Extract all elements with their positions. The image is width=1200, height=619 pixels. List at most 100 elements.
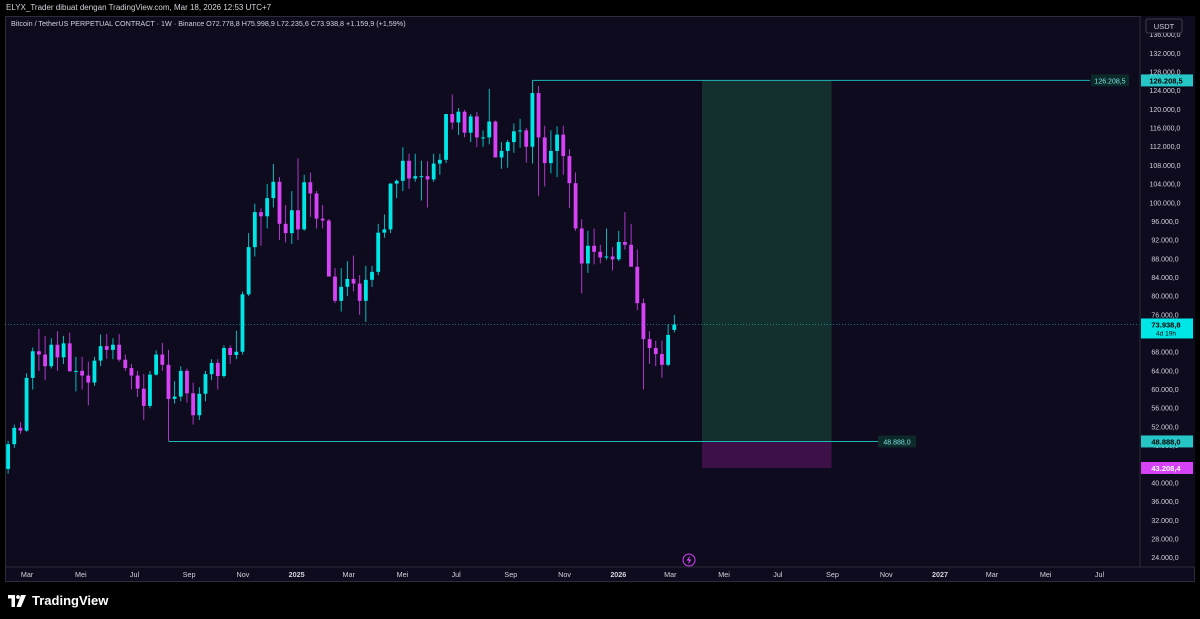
candle[interactable] bbox=[252, 203, 257, 257]
candle[interactable] bbox=[586, 230, 590, 273]
candle[interactable] bbox=[166, 349, 171, 441]
candle[interactable] bbox=[203, 370, 208, 402]
candle[interactable] bbox=[388, 183, 393, 234]
candle[interactable] bbox=[123, 354, 128, 371]
candle[interactable] bbox=[660, 340, 664, 378]
candle[interactable] bbox=[12, 424, 17, 448]
profit-zone[interactable] bbox=[702, 80, 832, 442]
candle[interactable] bbox=[129, 363, 134, 390]
candle[interactable] bbox=[511, 123, 516, 153]
candle[interactable] bbox=[141, 374, 146, 420]
candle[interactable] bbox=[160, 342, 165, 371]
candle[interactable] bbox=[67, 332, 72, 372]
candle[interactable] bbox=[493, 120, 498, 158]
candle[interactable] bbox=[18, 422, 23, 434]
candle[interactable] bbox=[197, 387, 202, 420]
candle[interactable] bbox=[43, 335, 48, 381]
candle[interactable] bbox=[592, 228, 597, 265]
candle[interactable] bbox=[178, 366, 183, 402]
candle[interactable] bbox=[209, 359, 214, 381]
candle[interactable] bbox=[474, 111, 479, 148]
candle[interactable] bbox=[542, 125, 547, 187]
candle[interactable] bbox=[314, 191, 319, 229]
candle[interactable] bbox=[530, 80, 535, 164]
flash-icon[interactable] bbox=[682, 553, 696, 567]
candle[interactable] bbox=[339, 268, 344, 312]
candle[interactable] bbox=[104, 333, 109, 359]
candle[interactable] bbox=[49, 338, 54, 369]
candle[interactable] bbox=[172, 381, 177, 404]
candle[interactable] bbox=[456, 107, 461, 136]
candle[interactable] bbox=[536, 86, 541, 196]
candle[interactable] bbox=[567, 149, 572, 208]
candle[interactable] bbox=[499, 142, 504, 169]
candle[interactable] bbox=[86, 361, 91, 406]
candle[interactable] bbox=[555, 126, 559, 178]
price-axis-bg[interactable] bbox=[1140, 16, 1195, 567]
candle[interactable] bbox=[259, 208, 263, 246]
candle[interactable] bbox=[444, 114, 448, 164]
candle[interactable] bbox=[653, 340, 658, 367]
chart-frame[interactable] bbox=[5, 16, 1195, 582]
candle[interactable] bbox=[598, 244, 603, 264]
candle[interactable] bbox=[604, 228, 609, 260]
candle[interactable] bbox=[561, 125, 566, 175]
candle[interactable] bbox=[382, 214, 387, 238]
candle[interactable] bbox=[431, 153, 436, 182]
candle[interactable] bbox=[277, 177, 282, 241]
candle[interactable] bbox=[394, 179, 399, 199]
candle[interactable] bbox=[154, 350, 159, 376]
candle[interactable] bbox=[55, 331, 60, 371]
candle[interactable] bbox=[148, 370, 152, 409]
candle[interactable] bbox=[215, 359, 220, 390]
candle[interactable] bbox=[80, 356, 85, 390]
candle[interactable] bbox=[357, 275, 362, 315]
candle[interactable] bbox=[666, 324, 671, 367]
candle[interactable] bbox=[524, 128, 529, 163]
candle[interactable] bbox=[98, 334, 103, 367]
candle[interactable] bbox=[413, 153, 418, 182]
candle[interactable] bbox=[647, 331, 652, 364]
candle[interactable] bbox=[573, 172, 578, 231]
candle[interactable] bbox=[635, 249, 640, 311]
candle[interactable] bbox=[518, 118, 522, 148]
stop-zone[interactable] bbox=[702, 441, 832, 468]
candle[interactable] bbox=[345, 261, 350, 297]
candle[interactable] bbox=[74, 356, 78, 392]
candle[interactable] bbox=[320, 205, 325, 229]
candle[interactable] bbox=[623, 212, 627, 250]
candle[interactable] bbox=[246, 233, 251, 297]
candle[interactable] bbox=[222, 345, 226, 378]
candle[interactable] bbox=[61, 335, 66, 364]
candle[interactable] bbox=[228, 345, 233, 364]
candle[interactable] bbox=[629, 223, 634, 267]
candle[interactable] bbox=[240, 291, 245, 355]
candle[interactable] bbox=[672, 314, 677, 333]
candle[interactable] bbox=[135, 370, 140, 398]
candle[interactable] bbox=[363, 265, 368, 322]
currency-badge[interactable]: USDT bbox=[1145, 18, 1183, 34]
candle[interactable] bbox=[24, 373, 29, 432]
candle[interactable] bbox=[308, 172, 313, 217]
candle[interactable] bbox=[481, 130, 485, 147]
candle[interactable] bbox=[437, 153, 442, 175]
candle[interactable] bbox=[548, 130, 553, 174]
candle[interactable] bbox=[283, 205, 288, 243]
candle[interactable] bbox=[111, 338, 115, 360]
candle[interactable] bbox=[333, 268, 337, 304]
candle[interactable] bbox=[579, 219, 584, 294]
candle[interactable] bbox=[289, 191, 294, 244]
candle[interactable] bbox=[271, 164, 276, 208]
candle[interactable] bbox=[425, 161, 430, 208]
candle[interactable] bbox=[92, 356, 97, 386]
candle[interactable] bbox=[326, 219, 331, 277]
candle[interactable] bbox=[30, 347, 35, 390]
candle[interactable] bbox=[185, 368, 189, 403]
candle[interactable] bbox=[351, 255, 356, 292]
candle[interactable] bbox=[234, 330, 239, 360]
candle[interactable] bbox=[407, 153, 411, 189]
candle[interactable] bbox=[400, 147, 405, 192]
candle[interactable] bbox=[419, 160, 424, 201]
candle[interactable] bbox=[370, 265, 374, 287]
candle[interactable] bbox=[265, 184, 270, 229]
